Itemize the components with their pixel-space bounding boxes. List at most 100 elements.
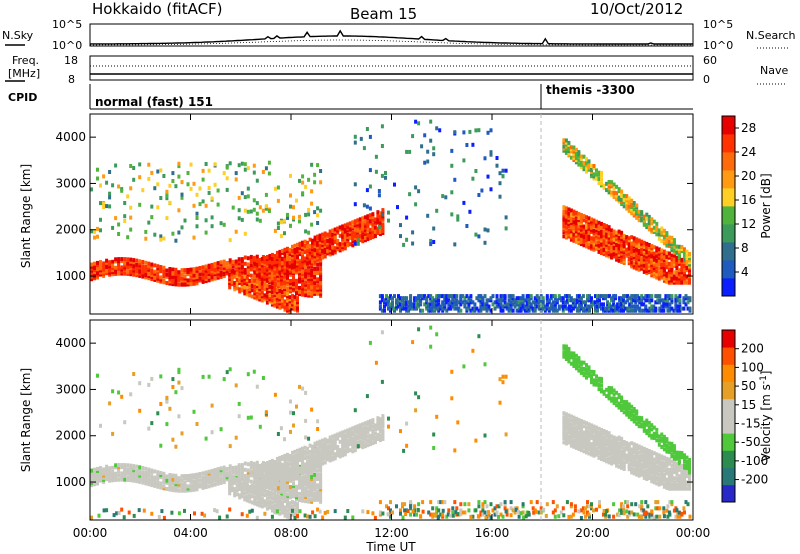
heatmap-cell	[260, 467, 264, 472]
heatmap-cell	[270, 477, 274, 482]
heatmap-cell	[592, 300, 595, 305]
heatmap-cell	[308, 248, 312, 253]
heatmap-cell	[102, 261, 106, 266]
heatmap-cell	[435, 304, 439, 309]
heatmap-cell	[600, 246, 603, 251]
heatmap-cell	[627, 236, 631, 241]
heatmap-cell	[328, 248, 332, 253]
heatmap-cell	[549, 294, 553, 299]
heatmap-cell	[675, 250, 679, 255]
heatmap-cell	[289, 485, 292, 489]
heatmap-cell	[265, 479, 269, 484]
heatmap-cell	[273, 499, 277, 504]
heatmap-cell	[243, 461, 247, 466]
heatmap-cell	[222, 377, 226, 382]
heatmap-cell	[189, 278, 193, 283]
heatmap-cell	[255, 494, 259, 499]
heatmap-cell	[411, 306, 415, 311]
heatmap-cell	[216, 481, 220, 486]
heatmap-cell	[165, 422, 169, 427]
heatmap-cell	[499, 306, 503, 311]
heatmap-cell	[321, 249, 325, 254]
heatmap-cell	[295, 484, 298, 489]
heatmap-cell	[655, 269, 659, 274]
heatmap-cell	[450, 212, 454, 217]
heatmap-cell	[296, 302, 299, 307]
heatmap-cell	[195, 277, 199, 282]
heatmap-cell	[144, 479, 148, 484]
heatmap-cell	[622, 242, 626, 247]
heatmap-cell	[316, 493, 320, 498]
heatmap-cell	[258, 291, 262, 296]
heatmap-cell	[590, 238, 593, 243]
heatmap-cell	[286, 273, 289, 278]
heatmap-cell	[652, 257, 656, 262]
heatmap-cell	[517, 302, 521, 307]
heatmap-cell	[323, 456, 327, 461]
heatmap-cell	[174, 269, 178, 274]
heatmap-cell	[258, 466, 262, 471]
heatmap-cell	[210, 196, 214, 201]
heatmap-cell	[675, 244, 679, 249]
heatmap-cell	[366, 233, 370, 237]
heatmap-cell	[273, 303, 277, 308]
heatmap-cell	[177, 230, 181, 235]
heatmap-cell	[333, 250, 337, 255]
heatmap-cell	[210, 271, 214, 276]
heatmap-cell	[237, 475, 241, 480]
heatmap-cell	[255, 273, 259, 278]
heatmap-cell	[268, 289, 272, 294]
heatmap-cell	[672, 257, 676, 262]
heatmap-cell	[260, 269, 264, 274]
heatmap-cell	[376, 437, 380, 441]
heatmap-cell	[319, 169, 323, 173]
heatmap-cell	[283, 455, 287, 460]
heatmap-cell	[650, 273, 654, 278]
heatmap-cell	[319, 270, 323, 275]
heatmap-cell	[517, 306, 521, 311]
heatmap-cell	[238, 482, 242, 487]
heatmap-cell	[672, 276, 676, 281]
heatmap-cell	[123, 257, 127, 262]
heatmap-cell	[378, 436, 382, 440]
heatmap-cell	[348, 221, 352, 226]
colorbar-swatch	[722, 260, 735, 279]
heatmap-cell	[595, 246, 598, 251]
heatmap-cell	[447, 302, 451, 307]
heatmap-cell	[677, 246, 681, 251]
heatmap-cell	[293, 264, 297, 269]
heatmap-cell	[551, 300, 555, 305]
heatmap-cell	[610, 238, 614, 243]
heatmap-cell	[171, 267, 175, 272]
heatmap-cell	[622, 254, 626, 259]
heatmap-cell	[278, 458, 282, 462]
heatmap-cell	[150, 468, 154, 473]
heatmap-cell	[383, 304, 386, 309]
heatmap-cell	[640, 294, 644, 299]
heatmap-cell	[647, 253, 651, 258]
heatmap-cell	[597, 237, 601, 242]
heatmap-cell	[253, 472, 257, 477]
heatmap-cell	[260, 492, 264, 496]
heatmap-cell	[572, 361, 576, 366]
heatmap-cell	[153, 269, 157, 274]
heatmap-cell	[346, 428, 350, 433]
heatmap-cell	[620, 189, 624, 194]
heatmap-cell	[672, 238, 676, 243]
heatmap-cell	[286, 483, 289, 488]
heatmap-cell	[159, 483, 163, 488]
heatmap-cell	[276, 432, 280, 436]
heatmap-cell	[243, 276, 247, 281]
heatmap-cell	[174, 482, 178, 487]
heatmap-cell	[399, 306, 402, 311]
heatmap-cell	[278, 264, 282, 269]
heatmap-cell	[353, 219, 357, 224]
heatmap-cell	[265, 255, 269, 259]
heatmap-cell	[519, 308, 523, 313]
heatmap-cell	[627, 206, 631, 211]
heatmap-cell	[245, 488, 249, 492]
heatmap-cell	[403, 302, 407, 307]
heatmap-cell	[307, 489, 311, 494]
heatmap-cell	[105, 466, 109, 471]
heatmap-cell	[587, 422, 591, 427]
